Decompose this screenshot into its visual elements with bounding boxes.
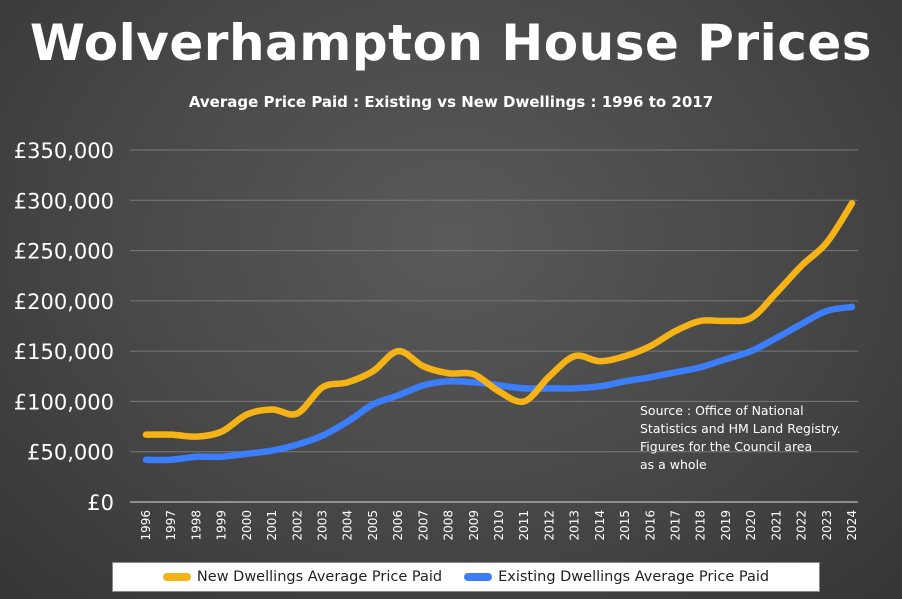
x-tick-label: 2022 [795, 510, 809, 541]
y-tick-label: £350,000 [14, 139, 114, 163]
x-tick-label: 2018 [694, 510, 708, 541]
x-tick-label: 2011 [517, 510, 531, 541]
x-tick-label: 2006 [391, 510, 405, 541]
chart-title: Wolverhampton House Prices [29, 14, 873, 72]
x-tick-label: 2005 [366, 510, 380, 541]
x-tick-label: 2016 [643, 510, 657, 541]
x-tick-label: 2019 [719, 510, 733, 541]
x-tick-label: 2008 [442, 510, 456, 541]
legend-swatch-existing [464, 573, 493, 581]
source-line-2: Statistics and HM Land Registry. [640, 421, 841, 436]
source-line-1: Source : Office of National [640, 403, 804, 418]
x-tick-label: 2013 [568, 510, 582, 541]
x-tick-label: 2002 [290, 510, 304, 541]
chart-subtitle: Average Price Paid : Existing vs New Dwe… [188, 93, 714, 111]
line-chart: £0 £50,000 £100,000 £150,000 £200,000 £250,00… [14, 139, 859, 541]
x-tick-label: 1999 [215, 510, 229, 541]
x-tick-label: 2000 [240, 510, 254, 541]
x-tick-label: 2001 [265, 510, 279, 541]
x-tick-label: 2021 [769, 510, 783, 541]
series-line-existing-dwellings [142, 303, 856, 464]
x-tick-label: 2015 [618, 510, 632, 541]
x-tick-label: 2023 [820, 510, 834, 541]
x-tick-label: 1998 [189, 510, 203, 541]
legend-label-new: New Dwellings Average Price Paid [196, 569, 443, 585]
x-tick-label: 2017 [669, 510, 683, 541]
legend-item-existing: Existing Dwellings Average Price Paid [464, 569, 769, 585]
x-tick-label: 1997 [164, 510, 178, 541]
x-tick-label: 2014 [593, 510, 607, 541]
series-line-new-dwellings [142, 200, 856, 440]
legend-item-new: New Dwellings Average Price Paid [162, 569, 443, 585]
source-line-4: as a whole [640, 457, 707, 472]
x-tick-label: 1996 [139, 510, 153, 541]
x-tick-label: 2007 [416, 510, 430, 541]
x-tick-label: 2024 [845, 510, 859, 541]
y-tick-label: £300,000 [14, 189, 114, 213]
x-tick-label: 2010 [492, 510, 506, 541]
y-tick-label: £200,000 [14, 290, 114, 314]
legend-label-existing: Existing Dwellings Average Price Paid [498, 569, 770, 585]
y-tick-label: £150,000 [14, 340, 114, 364]
x-tick-label: 2009 [467, 510, 481, 541]
y-tick-label: £50,000 [27, 441, 114, 465]
y-tick-label: £250,000 [14, 240, 114, 264]
legend-swatch-new [162, 573, 191, 581]
x-tick-label: 2012 [542, 510, 556, 541]
chart-legend: New Dwellings Average Price Paid Existin… [112, 562, 820, 592]
y-tick-label: £100,000 [14, 390, 114, 414]
x-tick-label: 2020 [744, 510, 758, 541]
x-tick-label: 2003 [316, 510, 330, 541]
source-line-3: Figures for the Council area [640, 439, 813, 454]
source-annotation: Source : Office of National Statistics a… [640, 402, 880, 474]
x-tick-label: 2004 [341, 510, 355, 541]
y-tick-label: £0 [87, 491, 114, 515]
